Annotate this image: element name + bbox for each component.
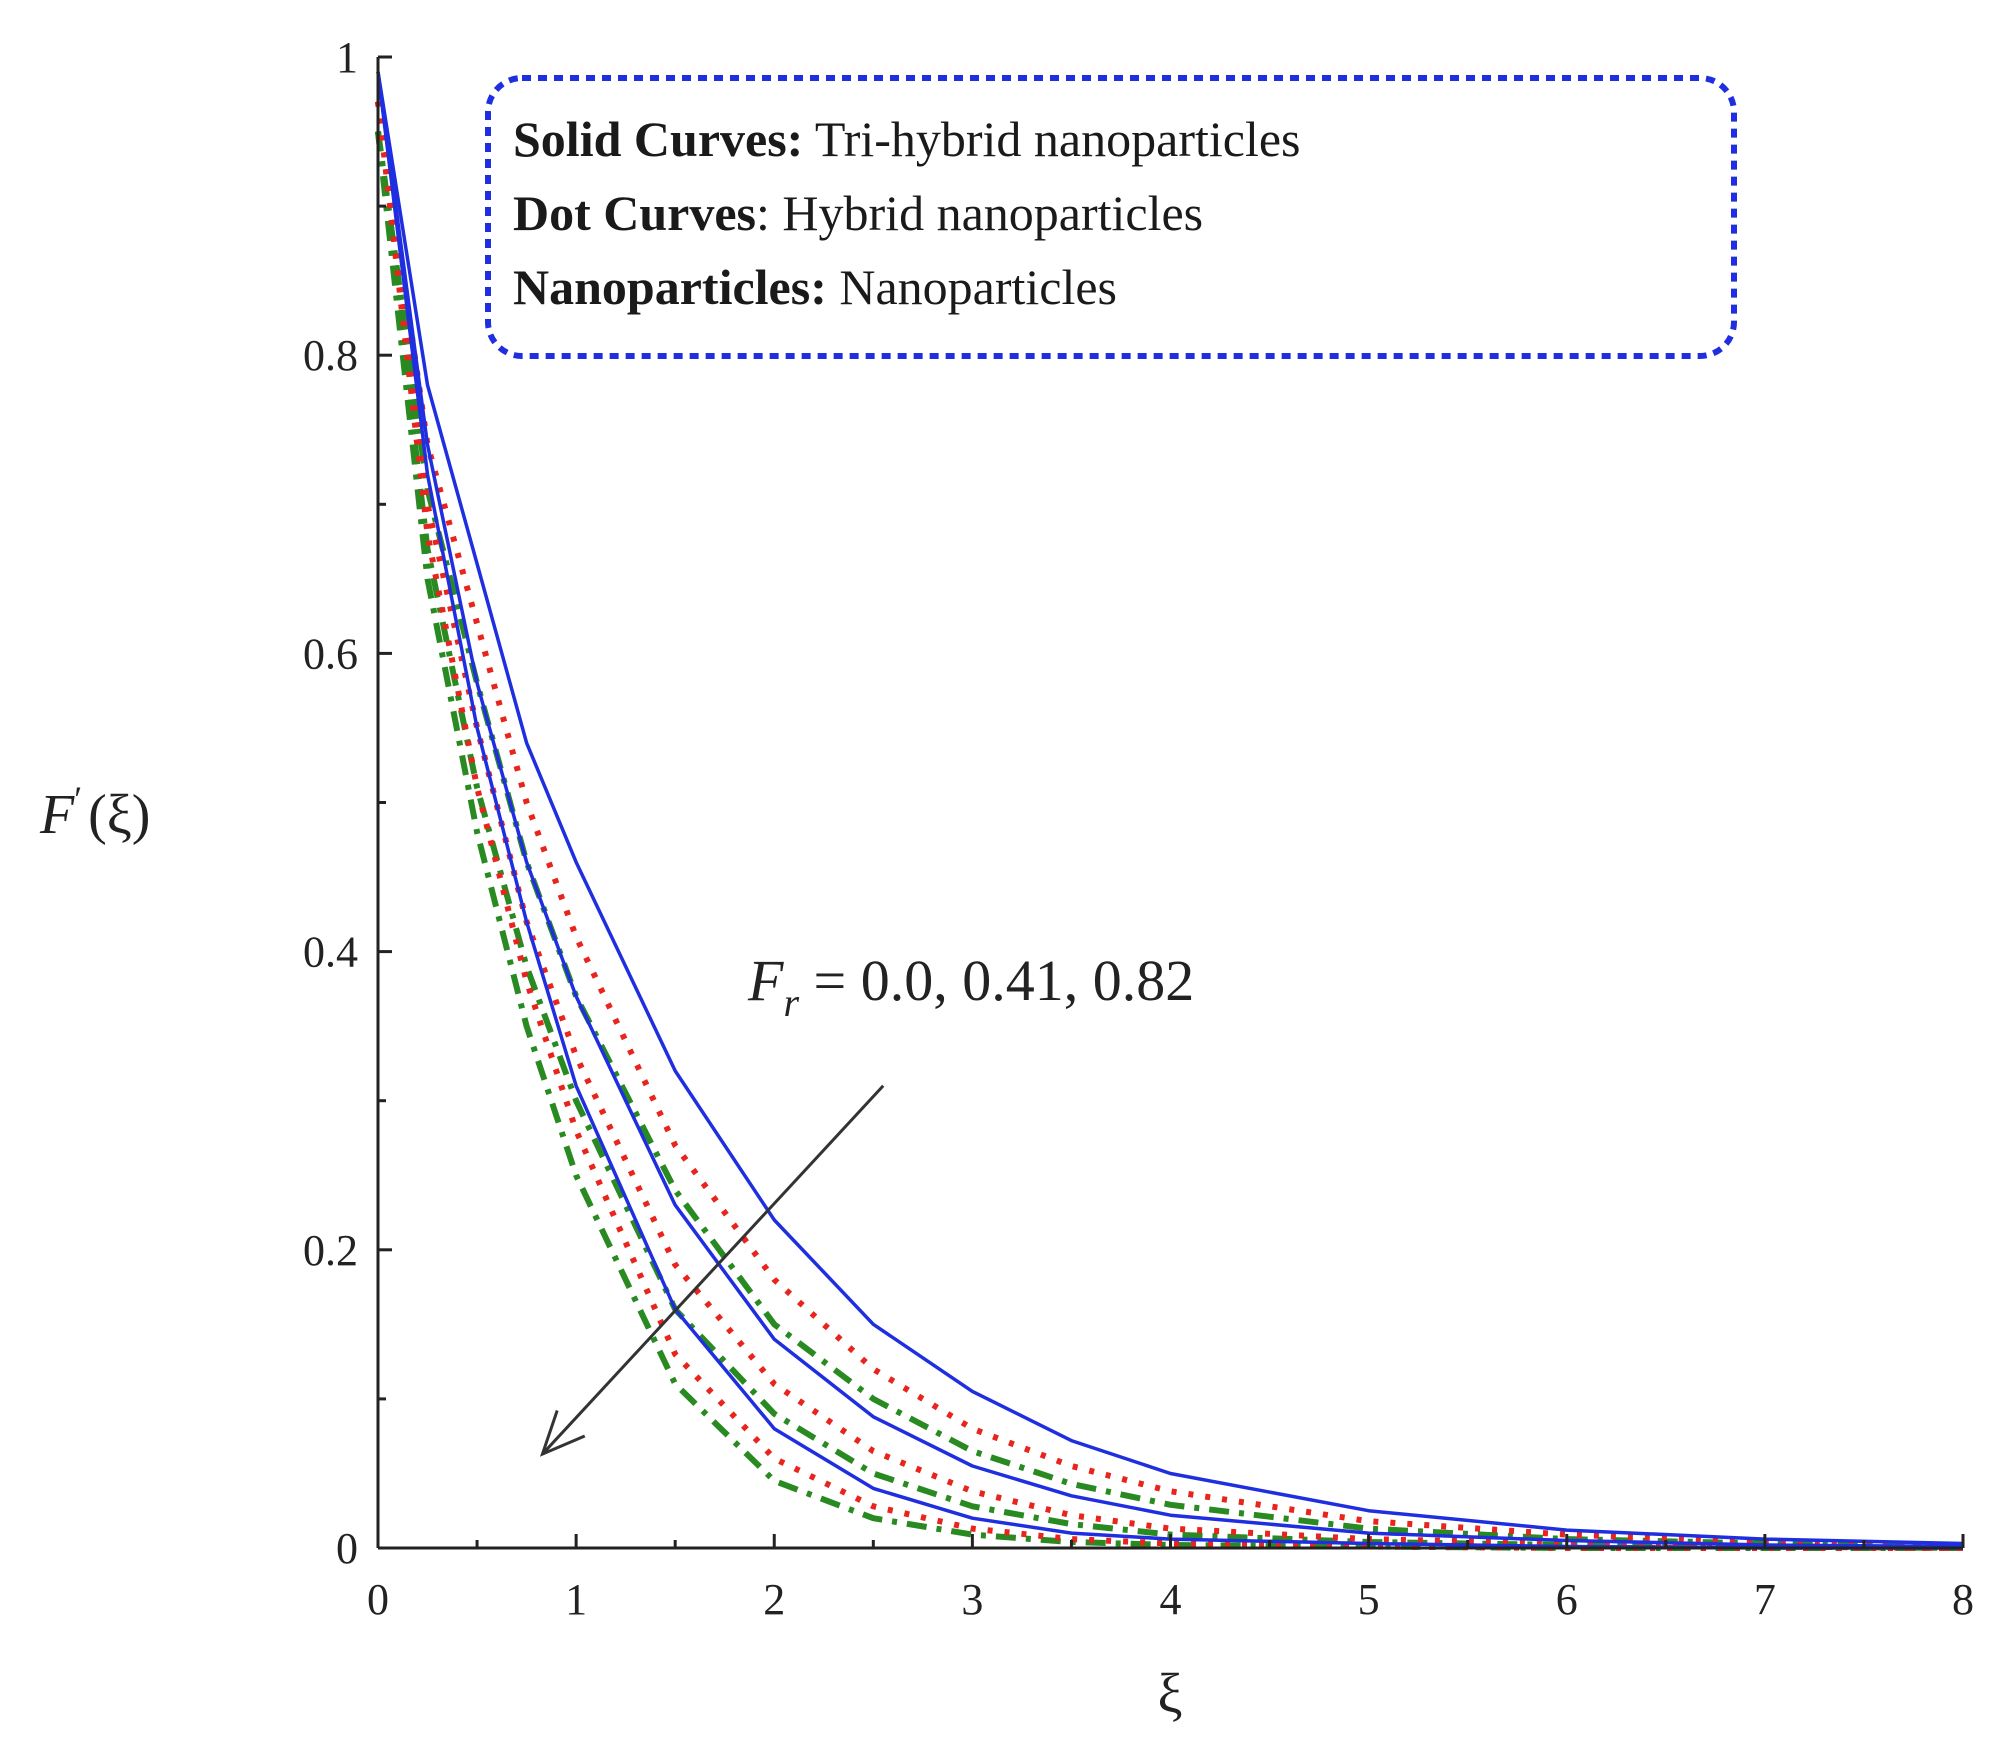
- series-line-nanoparticles-8: [375, 131, 1963, 1551]
- series-line-hybrid-4: [375, 101, 1964, 1551]
- series-line-tri-hybrid-2: [376, 71, 1963, 1550]
- legend-entry-solid-bold: Solid Curves:: [513, 111, 803, 167]
- y-tick-label: 0: [336, 1524, 358, 1573]
- legend-border: [485, 75, 1737, 359]
- y-axis-label: F′ (ξ): [39, 779, 150, 846]
- series-line-nanoparticles-6: [375, 131, 1964, 1550]
- y-ticks: 0 0.2 0.4 0.6 0.8 1: [303, 33, 392, 1573]
- annotation-arrow-head: [539, 1410, 586, 1457]
- x-tick-label: 1: [565, 1575, 587, 1624]
- legend-entry-nano-text: Nanoparticles: [827, 259, 1117, 315]
- series-line-hybrid-5: [375, 101, 1963, 1551]
- x-ticks: 0 1 2 3 4 5 6 7 8: [367, 1534, 1974, 1624]
- legend-entry-solid: Solid Curves: Tri-hybrid nanoparticles: [513, 111, 1300, 167]
- legend-entry-dot-text: : Hybrid nanoparticles: [756, 185, 1203, 241]
- series-line-tri-hybrid-0: [376, 71, 1964, 1546]
- annotation-arrow-shaft: [541, 1084, 885, 1456]
- x-tick-label: 0: [367, 1575, 389, 1624]
- series-line-hybrid-3: [375, 101, 1964, 1548]
- x-tick-label: 8: [1952, 1575, 1974, 1624]
- annotation-arrow: [539, 1084, 885, 1457]
- x-tick-label: 3: [961, 1575, 983, 1624]
- y-axis-label-main: F: [39, 784, 75, 846]
- legend-entry-dot: Dot Curves: Hybrid nanoparticles: [513, 185, 1203, 241]
- y-axis-label-arg: (ξ): [88, 784, 150, 846]
- series-line-nanoparticles-7: [375, 131, 1964, 1551]
- series-line-tri-hybrid-1: [376, 71, 1964, 1549]
- x-tick-label: 2: [763, 1575, 785, 1624]
- y-tick-label: 1: [336, 33, 358, 82]
- y-tick-label: 0.2: [303, 1226, 358, 1275]
- x-axis-label: ξ: [1158, 1663, 1183, 1725]
- legend-entry-dot-bold: Dot Curves: [513, 185, 756, 241]
- x-tick-label: 7: [1754, 1575, 1776, 1624]
- annotation: Fr = 0.0, 0.41, 0.82: [539, 948, 1194, 1457]
- annotation-label: Fr = 0.0, 0.41, 0.82: [747, 948, 1194, 1025]
- legend: Solid Curves: Tri-hybrid nanoparticles D…: [485, 75, 1737, 359]
- legend-entry-nano-bold: Nanoparticles:: [513, 259, 827, 315]
- annotation-subscript: r: [783, 980, 799, 1025]
- y-axis-label-prime: ′: [74, 779, 82, 819]
- x-tick-label: 6: [1556, 1575, 1578, 1624]
- x-tick-label: 4: [1160, 1575, 1182, 1624]
- y-tick-label: 0.6: [303, 629, 358, 678]
- legend-entry-solid-text: Tri-hybrid nanoparticles: [803, 111, 1300, 167]
- legend-entry-nano: Nanoparticles: Nanoparticles: [513, 259, 1117, 315]
- annotation-values: = 0.0, 0.41, 0.82: [799, 948, 1194, 1013]
- x-tick-label: 5: [1358, 1575, 1380, 1624]
- annotation-symbol: F: [747, 948, 784, 1013]
- y-tick-label: 0.8: [303, 331, 358, 380]
- y-tick-label: 0.4: [303, 928, 358, 977]
